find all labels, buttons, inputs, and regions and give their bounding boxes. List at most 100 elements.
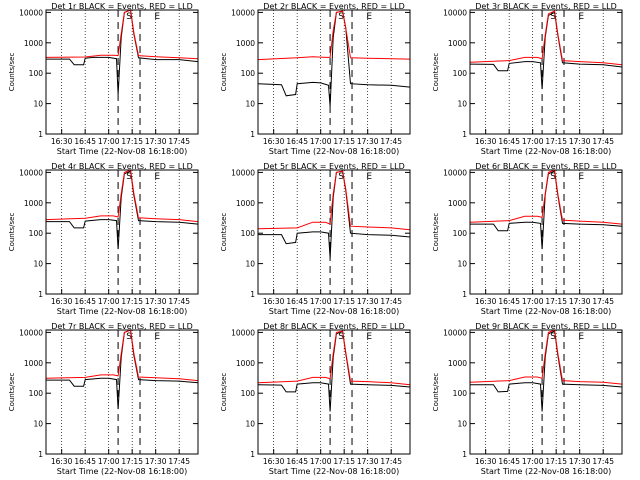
chart-9-xtick-label-0: 16:30: [475, 457, 497, 466]
chart-2-ytick-label-4: 10000: [231, 8, 255, 17]
chart-7-xtick-label-5: 17:45: [168, 457, 190, 466]
chart-3-ytick-label-2: 100: [453, 69, 468, 78]
chart-6-ylabel: Counts/sec: [432, 213, 440, 252]
chart-1-series-lld: [45, 9, 199, 60]
chart-5-marker-s: S: [338, 172, 344, 182]
chart-6-xtick-label-2: 17:00: [522, 297, 544, 306]
chart-1-xlabel: Start Time (22-Nov-08 16:18:00): [57, 147, 187, 156]
chart-2-plot-frame: [257, 9, 411, 135]
chart-1-ytick-label-3: 1000: [24, 39, 43, 48]
chart-1-xtick-label-1: 16:45: [74, 137, 96, 146]
chart-1-marker-e: E: [154, 12, 160, 22]
chart-8-ytick-label-2: 100: [241, 389, 256, 398]
chart-3-ylabel: Counts/sec: [432, 53, 440, 92]
chart-5-xtick-label-0: 16:30: [263, 297, 285, 306]
chart-3-xtick-label-2: 17:00: [522, 137, 544, 146]
chart-5-xtick-label-5: 17:45: [380, 297, 402, 306]
chart-2-xtick-label-5: 17:45: [380, 137, 402, 146]
chart-6-series-events: [470, 170, 623, 250]
chart-8-ytick-label-3: 1000: [236, 359, 255, 368]
chart-7-title: Det 7r BLACK = Events, RED = LLD: [51, 322, 193, 331]
chart-4-ytick-label-0: 1: [38, 290, 43, 299]
chart-5-ytick-label-4: 10000: [231, 168, 255, 177]
chart-5-plot-frame: [257, 169, 411, 295]
chart-6-plot-frame: [469, 169, 623, 295]
detector-panel-4: 1 10 100 1000 10000 16:30 16:45 17:00 17:15 17:30…: [8, 162, 199, 316]
chart-9-ytick-label-0: 1: [462, 450, 467, 459]
chart-6-xtick-label-0: 16:30: [475, 297, 497, 306]
chart-5-ytick-label-2: 100: [241, 229, 256, 238]
chart-4-marker-s: S: [126, 172, 132, 182]
chart-1-marker-s: S: [126, 12, 132, 22]
chart-7-ytick-label-0: 1: [38, 450, 43, 459]
chart-8-xtick-label-5: 17:45: [380, 457, 402, 466]
chart-5-xtick-label-3: 17:15: [333, 297, 355, 306]
chart-3-ytick-label-0: 1: [462, 130, 467, 139]
chart-9-series-events: [470, 330, 623, 412]
chart-5-series-events: [258, 170, 411, 259]
chart-8-plot-frame: [257, 329, 411, 455]
detector-panel-8: 1 10 100 1000 10000 16:30 16:45 17:00 17:15 17:30…: [220, 322, 411, 476]
chart-4-ytick-label-3: 1000: [24, 199, 43, 208]
chart-7-ytick-label-4: 10000: [19, 328, 43, 337]
detector-panel-5: 1 10 100 1000 10000 16:30 16:45 17:00 17:15 17:30…: [220, 162, 411, 316]
chart-9-ytick-label-4: 10000: [443, 328, 467, 337]
chart-1-title: Det 1r BLACK = Events, RED = LLD: [51, 2, 193, 11]
chart-1-ytick-label-0: 1: [38, 130, 43, 139]
chart-5-ytick-label-0: 1: [250, 290, 255, 299]
chart-8-xtick-label-2: 17:00: [310, 457, 332, 466]
chart-5-ytick-label-3: 1000: [236, 199, 255, 208]
chart-5-xlabel: Start Time (22-Nov-08 16:18:00): [269, 307, 399, 316]
chart-5-marker-e: E: [366, 172, 372, 182]
chart-4-xtick-label-1: 16:45: [74, 297, 96, 306]
chart-2-xtick-label-0: 16:30: [263, 137, 285, 146]
chart-4-ytick-label-4: 10000: [19, 168, 43, 177]
chart-2-ytick-label-0: 1: [250, 130, 255, 139]
chart-2-xlabel: Start Time (22-Nov-08 16:18:00): [269, 147, 399, 156]
chart-1-xtick-label-4: 17:30: [145, 137, 167, 146]
chart-4-ylabel: Counts/sec: [8, 213, 16, 252]
chart-4-xtick-label-4: 17:30: [145, 297, 167, 306]
chart-4-ytick-label-2: 100: [29, 229, 44, 238]
chart-2-xtick-label-4: 17:30: [357, 137, 379, 146]
chart-1-xtick-label-3: 17:15: [121, 137, 143, 146]
chart-3-xtick-label-5: 17:45: [592, 137, 614, 146]
detector-panel-7: 1 10 100 1000 10000 16:30 16:45 17:00 17:15 17:30…: [8, 322, 199, 476]
chart-9-xtick-label-5: 17:45: [592, 457, 614, 466]
chart-6-xlabel: Start Time (22-Nov-08 16:18:00): [481, 307, 611, 316]
chart-2-title: Det 2r BLACK = Events, RED = LLD: [263, 2, 405, 11]
chart-7-xtick-label-1: 16:45: [74, 457, 96, 466]
chart-4-series-lld: [45, 169, 199, 223]
chart-6-series-lld: [469, 169, 623, 225]
chart-6-ytick-label-3: 1000: [448, 199, 467, 208]
chart-6-ytick-label-2: 100: [453, 229, 468, 238]
chart-2-marker-e: E: [366, 12, 372, 22]
chart-9-xtick-label-2: 17:00: [522, 457, 544, 466]
chart-7-series-lld: [45, 329, 199, 382]
chart-7-ytick-label-3: 1000: [24, 359, 43, 368]
chart-3-ytick-label-1: 10: [457, 100, 467, 109]
chart-6-marker-e: E: [578, 172, 584, 182]
chart-8-xtick-label-1: 16:45: [286, 457, 308, 466]
chart-7-xtick-label-4: 17:30: [145, 457, 167, 466]
chart-5-ytick-label-1: 10: [245, 260, 255, 269]
chart-7-plot-frame: [45, 329, 199, 455]
chart-2-xtick-label-1: 16:45: [286, 137, 308, 146]
chart-8-xtick-label-3: 17:15: [333, 457, 355, 466]
chart-8-ytick-label-0: 1: [250, 450, 255, 459]
chart-1-ytick-label-1: 10: [33, 100, 43, 109]
chart-8-marker-e: E: [366, 332, 372, 342]
chart-1-xtick-label-2: 17:00: [98, 137, 120, 146]
chart-3-marker-s: S: [550, 12, 556, 22]
chart-9-ylabel: Counts/sec: [432, 373, 440, 412]
chart-4-series-events: [46, 170, 199, 250]
chart-8-xtick-label-4: 17:30: [357, 457, 379, 466]
chart-1-ytick-label-2: 100: [29, 69, 44, 78]
chart-3-xlabel: Start Time (22-Nov-08 16:18:00): [481, 147, 611, 156]
chart-3-xtick-label-4: 17:30: [569, 137, 591, 146]
chart-8-marker-s: S: [338, 332, 344, 342]
detector-panel-3: 1 10 100 1000 10000 16:30 16:45 17:00 17:15 17:30…: [432, 2, 623, 156]
chart-7-xtick-label-0: 16:30: [51, 457, 73, 466]
chart-5-xtick-label-1: 16:45: [286, 297, 308, 306]
